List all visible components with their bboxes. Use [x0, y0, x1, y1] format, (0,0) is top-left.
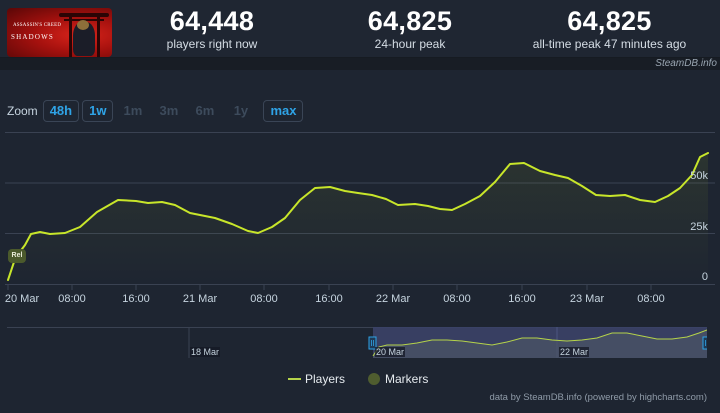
zoom-1y-button[interactable]: 1y — [233, 103, 249, 118]
players-legend-line-icon — [288, 378, 301, 380]
torii-gate-shape — [59, 13, 109, 17]
x-tick-label: 16:00 — [315, 293, 343, 305]
y-tick-50k: 50k — [690, 170, 708, 182]
navigator-right-handle[interactable] — [702, 336, 707, 350]
player-count-chart[interactable] — [0, 130, 720, 300]
y-tick-25k: 25k — [690, 221, 708, 233]
chart-top-border — [5, 132, 715, 133]
zoom-selector: Zoom 48h 1w 1m 3m 6m 1y max — [7, 100, 306, 122]
zoom-48h-button[interactable]: 48h — [42, 100, 80, 122]
release-marker[interactable]: Rel — [8, 249, 26, 263]
torii-post-shape — [69, 17, 72, 57]
x-tick-label: 23 Mar — [569, 293, 605, 305]
game-cover-image[interactable]: ASSASSIN'S CREED SHADOWS — [7, 8, 112, 57]
x-tick-label: 22 Mar — [375, 293, 411, 305]
navigator-label-18mar: 18 Mar — [190, 347, 221, 357]
legend-markers[interactable]: Markers — [385, 372, 429, 386]
zoom-3m-button[interactable]: 3m — [159, 103, 179, 118]
torii-post-shape — [97, 17, 100, 57]
navigator-label-20mar: 20 Mar — [375, 347, 406, 357]
character-hat — [77, 20, 89, 30]
stat-all-time-peak: 64,825 all-time peak 47 minutes ago — [527, 6, 692, 51]
chart-navigator[interactable]: 18 Mar 20 Mar 22 Mar — [7, 327, 707, 358]
x-tick-label: 16:00 — [508, 293, 536, 305]
x-tick-label: 20 Mar — [4, 293, 40, 305]
x-tick-label: 16:00 — [122, 293, 150, 305]
x-tick-label: 08:00 — [637, 293, 665, 305]
x-tick-label: 21 Mar — [182, 293, 218, 305]
stat-label: all-time peak 47 minutes ago — [532, 37, 687, 51]
zoom-1w-button[interactable]: 1w — [82, 100, 114, 122]
x-tick-label: 08:00 — [58, 293, 86, 305]
navigator-label-22mar: 22 Mar — [559, 347, 590, 357]
stat-24h-peak: 64,825 24-hour peak — [345, 6, 475, 51]
x-tick-label: 08:00 — [443, 293, 471, 305]
stat-current-players: 64,448 players right now — [147, 6, 277, 51]
zoom-max-button[interactable]: max — [263, 100, 304, 122]
players-line[interactable] — [7, 152, 709, 281]
game-logo-line1: ASSASSIN'S CREED — [13, 23, 62, 28]
chart-credits[interactable]: data by SteamDB.info (powered by highcha… — [489, 392, 707, 403]
game-logo-line2: SHADOWS — [11, 33, 55, 41]
x-tick-label: 08:00 — [250, 293, 278, 305]
stat-label: 24-hour peak — [374, 37, 446, 51]
stat-value: 64,825 — [567, 6, 652, 36]
x-axis-ticks — [7, 284, 652, 290]
y-tick-0: 0 — [701, 271, 708, 283]
chart-legend: Players Markers — [288, 372, 428, 386]
zoom-1m-button[interactable]: 1m — [123, 103, 143, 118]
legend-players[interactable]: Players — [305, 372, 346, 386]
stat-value: 64,825 — [367, 6, 453, 36]
brand-strip: SteamDB.info — [0, 58, 720, 70]
navigator-svg — [7, 327, 707, 358]
stat-label: players right now — [166, 37, 258, 51]
character-silhouette — [73, 22, 95, 56]
zoom-label: Zoom — [7, 104, 38, 118]
steamdb-brand[interactable]: SteamDB.info — [655, 58, 717, 69]
navigator-left-handle[interactable] — [368, 336, 377, 350]
stat-value: 64,448 — [169, 6, 255, 36]
stats-header: ASSASSIN'S CREED SHADOWS 64,448 players … — [0, 0, 720, 58]
markers-legend-dot-icon — [368, 373, 381, 385]
players-area-fill — [8, 153, 708, 284]
zoom-6m-button[interactable]: 6m — [195, 103, 215, 118]
